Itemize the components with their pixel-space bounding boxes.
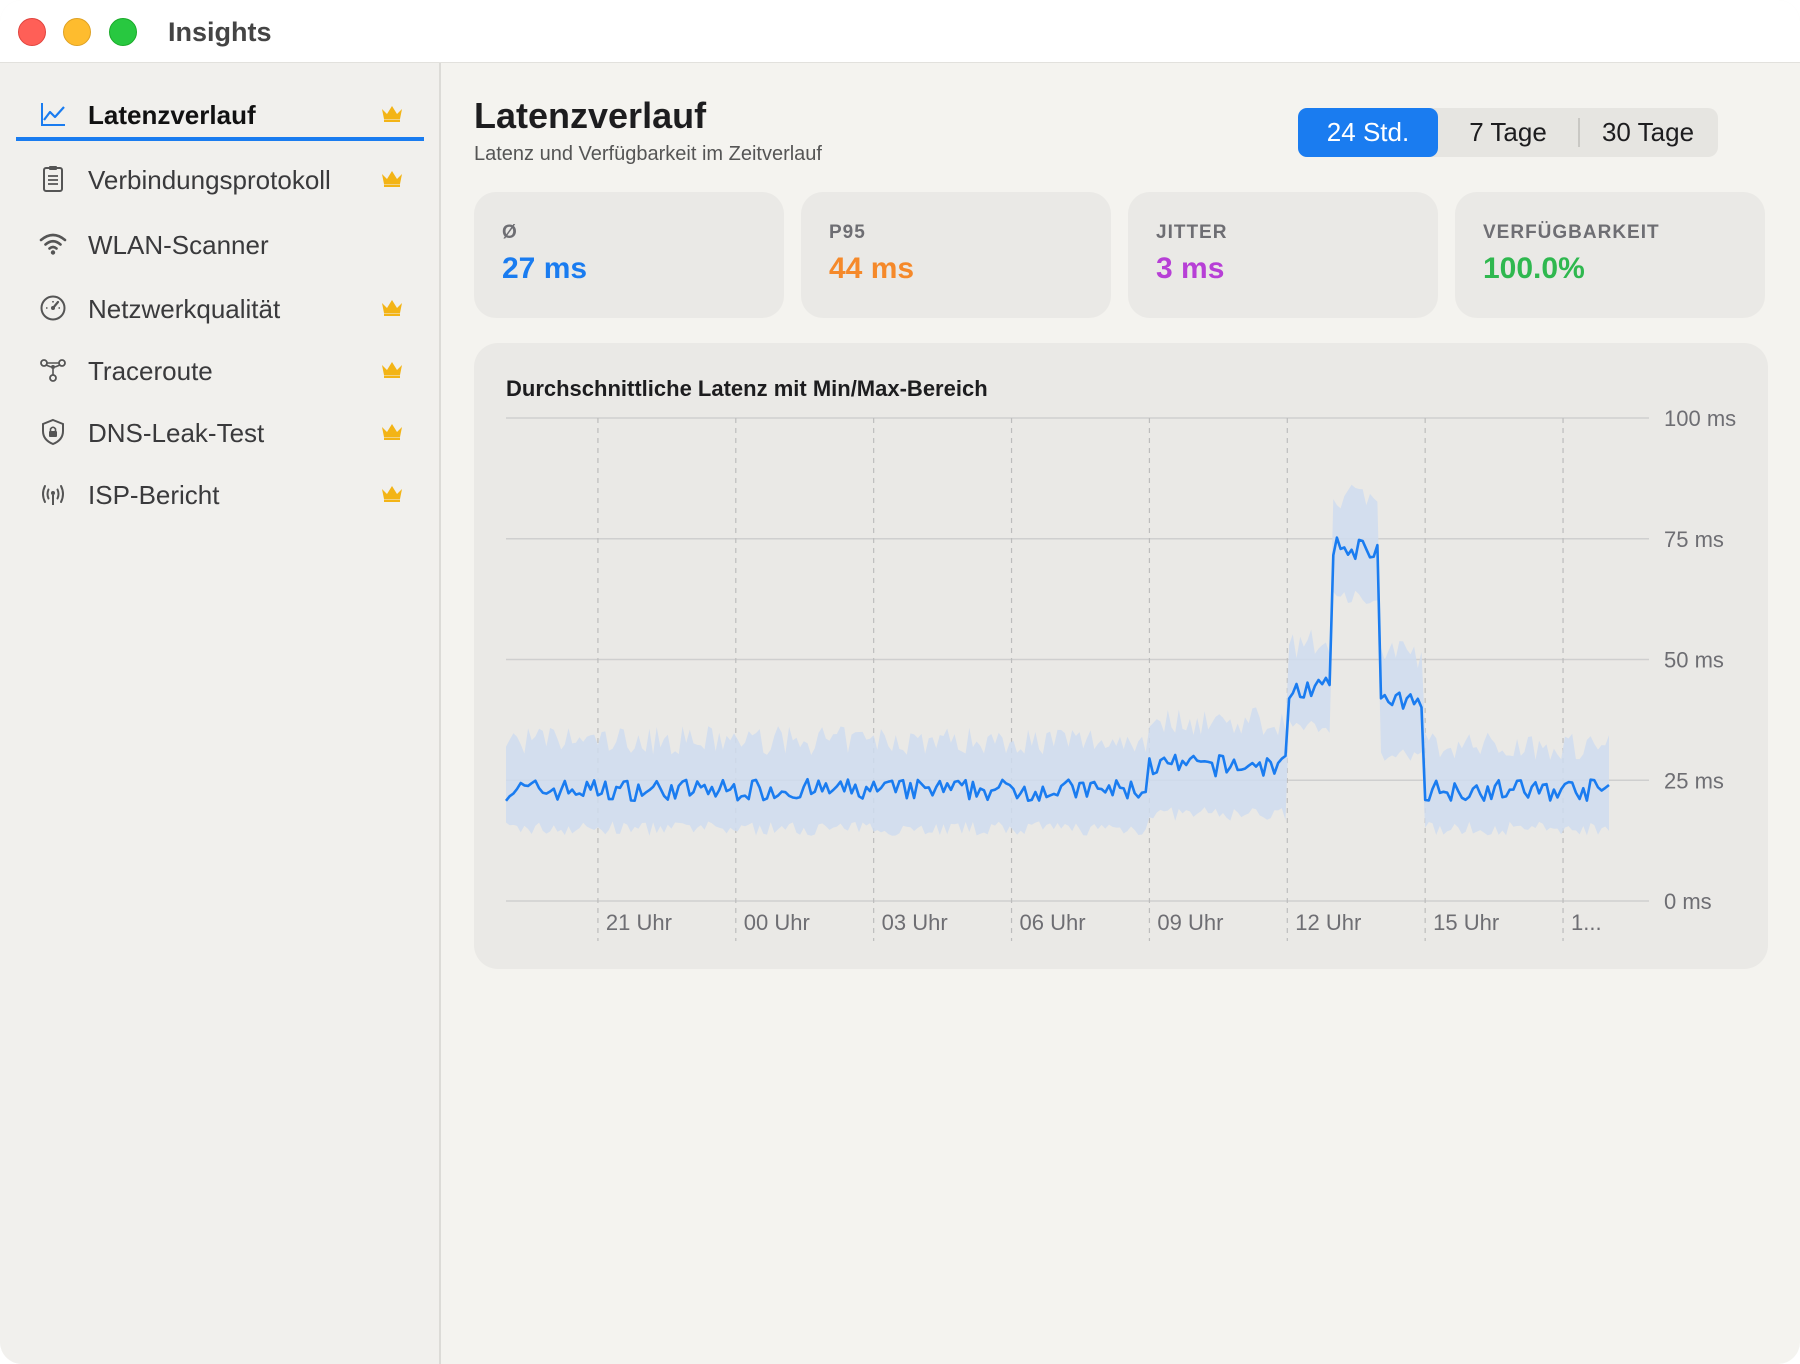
- sidebar-item-label: ISP-Bericht: [88, 480, 220, 510]
- stat-value: 27 ms: [502, 252, 588, 285]
- crown-icon: [382, 362, 402, 378]
- stat-card-average: Ø 27 ms: [474, 192, 784, 318]
- crown-icon: [382, 300, 402, 316]
- stat-value: 3 ms: [1156, 252, 1225, 285]
- antenna-icon: [38, 479, 68, 509]
- x-tick-label: 21 Uhr: [606, 910, 672, 935]
- stat-card-availability: VERFÜGBARKEIT 100.0%: [1455, 192, 1765, 318]
- y-tick-label: 25 ms: [1664, 768, 1724, 793]
- minimize-window-button[interactable]: [63, 18, 91, 46]
- stat-label: P95: [829, 222, 866, 243]
- sidebar-item-label: Netzwerkqualität: [88, 294, 281, 324]
- stat-card-p95: P95 44 ms: [801, 192, 1111, 318]
- sidebar-item-label: Verbindungsprotokoll: [88, 165, 331, 195]
- x-tick-label: 03 Uhr: [882, 910, 948, 935]
- average-latency-line: [504, 536, 1610, 802]
- close-window-button[interactable]: [18, 18, 46, 46]
- page-subtitle: Latenz und Verfügbarkeit im Zeitverlauf: [474, 143, 822, 165]
- x-tick-label: 12 Uhr: [1295, 910, 1361, 935]
- range-option-30d[interactable]: 30 Tage: [1601, 117, 1695, 147]
- range-option-7d[interactable]: 7 Tage: [1469, 117, 1547, 147]
- clipboard-list-icon: [38, 164, 68, 194]
- sidebar-item-label: WLAN-Scanner: [88, 230, 269, 260]
- sidebar-item-wlan-scanner[interactable]: WLAN-Scanner: [16, 215, 424, 271]
- segment-divider: [1578, 118, 1580, 147]
- crown-icon: [382, 171, 402, 187]
- sidebar: Latenzverlauf Verbindungsprotokoll WLAN-…: [0, 63, 441, 1364]
- range-option-24h[interactable]: 24 Std.: [1298, 108, 1438, 157]
- y-tick-label: 0 ms: [1664, 889, 1712, 914]
- stat-card-jitter: JITTER 3 ms: [1128, 192, 1438, 318]
- sidebar-item-netzwerkqualitaet[interactable]: Netzwerkqualität: [16, 279, 424, 335]
- sidebar-item-verbindungsprotokoll[interactable]: Verbindungsprotokoll: [16, 150, 424, 206]
- y-tick-label: 75 ms: [1664, 527, 1724, 552]
- window-title: Insights: [168, 17, 272, 47]
- stat-value: 44 ms: [829, 252, 915, 285]
- x-tick-label: 09 Uhr: [1157, 910, 1223, 935]
- y-tick-label: 50 ms: [1664, 648, 1724, 673]
- title-bar: Insights: [0, 0, 1800, 63]
- x-tick-label: 00 Uhr: [744, 910, 810, 935]
- chart-title: Durchschnittliche Latenz mit Min/Max-Ber…: [506, 376, 988, 401]
- line-chart-icon: [38, 99, 68, 129]
- x-tick-label: 06 Uhr: [1020, 910, 1086, 935]
- stat-label: Ø: [502, 222, 518, 243]
- time-range-segmented-control: 24 Std. 7 Tage 30 Tage: [1298, 108, 1718, 157]
- stat-label: JITTER: [1156, 222, 1228, 243]
- sidebar-item-label: DNS-Leak-Test: [88, 418, 265, 448]
- wifi-icon: [38, 229, 68, 259]
- sidebar-item-label: Traceroute: [88, 356, 213, 386]
- latency-chart-card: Durchschnittliche Latenz mit Min/Max-Ber…: [474, 343, 1768, 969]
- sidebar-item-label: Latenzverlauf: [88, 100, 256, 130]
- sidebar-item-traceroute[interactable]: Traceroute: [16, 341, 424, 397]
- page-title: Latenzverlauf: [474, 95, 707, 136]
- sidebar-item-isp-bericht[interactable]: ISP-Bericht: [16, 465, 424, 521]
- shield-lock-icon: [38, 417, 68, 447]
- sidebar-item-latenzverlauf[interactable]: Latenzverlauf: [16, 85, 424, 141]
- crown-icon: [382, 106, 402, 122]
- main-content: Latenzverlauf Latenz und Verfügbarkeit i…: [443, 63, 1800, 1364]
- stat-value: 100.0%: [1483, 252, 1585, 285]
- network-nodes-icon: [38, 355, 68, 385]
- sidebar-item-dns-leak-test[interactable]: DNS-Leak-Test: [16, 403, 424, 459]
- latency-chart: 0 ms 25 ms 50 ms 75 ms 100 ms 21 Uhr 00 Uhr 03 …: [504, 406, 1736, 941]
- stat-label: VERFÜGBARKEIT: [1483, 222, 1660, 243]
- crown-icon: [382, 424, 402, 440]
- gauge-icon: [38, 293, 68, 323]
- x-tick-label: 1...: [1571, 910, 1602, 935]
- x-tick-label: 15 Uhr: [1433, 910, 1499, 935]
- zoom-window-button[interactable]: [109, 18, 137, 46]
- crown-icon: [382, 486, 402, 502]
- y-tick-label: 100 ms: [1664, 406, 1736, 431]
